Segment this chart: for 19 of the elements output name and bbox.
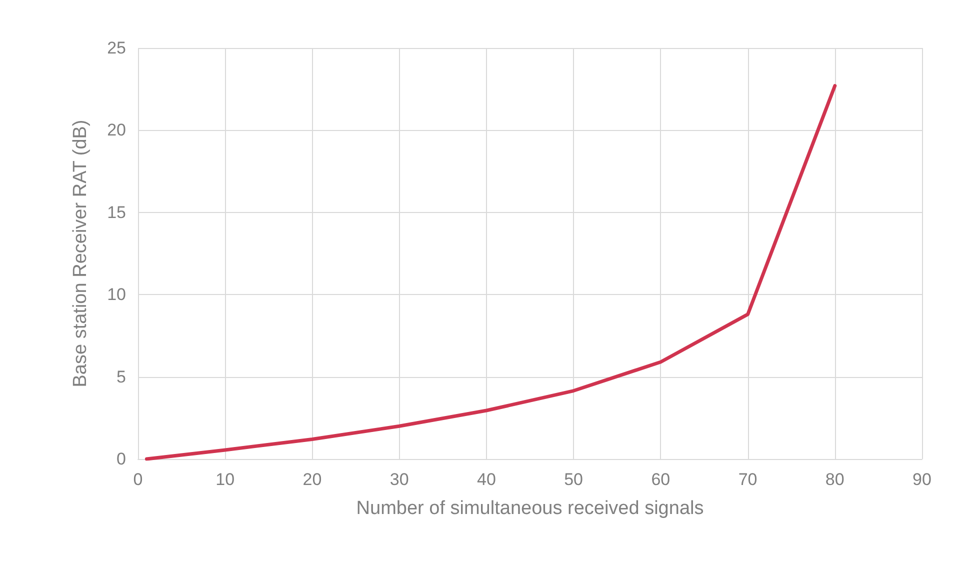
y-tick-label: 20	[107, 120, 126, 140]
line-series	[144, 84, 837, 461]
x-axis-title: Number of simultaneous received signals	[356, 498, 704, 519]
y-tick-label: 10	[107, 285, 126, 304]
x-tick-label: 60	[651, 470, 670, 489]
x-tick-label: 50	[564, 470, 584, 489]
x-tick-label: 30	[390, 470, 409, 489]
y-tick-label: 5	[116, 367, 126, 386]
x-tick-label: 90	[912, 470, 932, 489]
x-tick-label: 80	[825, 470, 844, 489]
y-tick-label: 15	[107, 202, 126, 222]
x-tick-label: 10	[216, 470, 235, 489]
x-tick-label: 0	[133, 470, 143, 489]
y-tick-label: 25	[107, 38, 126, 58]
x-tick-label: 40	[476, 470, 496, 489]
x-tick-label: 70	[738, 470, 758, 489]
x-tick-label: 20	[302, 470, 322, 489]
y-tick-label: 0	[116, 450, 126, 468]
y-axis-title: Base station Receiver RAT (dB)	[70, 120, 91, 388]
